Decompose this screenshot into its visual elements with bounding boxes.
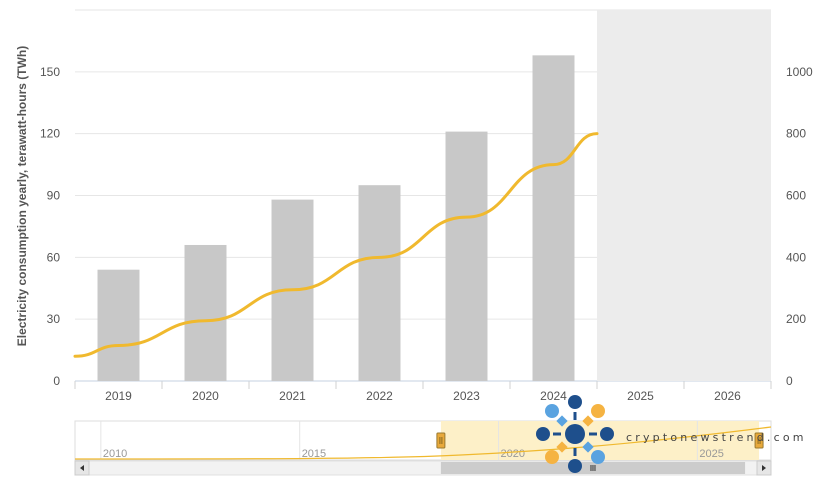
right-arrow-icon	[762, 465, 766, 471]
navigator-handle-left[interactable]	[436, 432, 446, 449]
right-y-axis: 0 200 400 600 800 1000	[786, 65, 813, 388]
right-tick-label: 1000	[786, 65, 813, 79]
x-tick-label: 2025	[627, 389, 654, 403]
watermark-bar	[589, 432, 597, 436]
right-tick-label: 600	[786, 189, 806, 203]
bar	[532, 55, 575, 381]
watermark-dot	[545, 404, 559, 418]
watermark-diamond	[582, 415, 594, 427]
right-tick-label: 200	[786, 312, 806, 326]
left-tick-label: 120	[40, 127, 60, 141]
watermark-bar	[553, 432, 561, 436]
left-tick-label: 30	[47, 312, 61, 326]
bar	[184, 244, 227, 381]
x-axis: 2019 2020 2021 2022 2023 2024 2025 2026	[105, 389, 741, 403]
navigator-tick-label: 2015	[302, 448, 326, 460]
watermark-dot	[568, 395, 582, 409]
bar	[445, 131, 488, 381]
navigator-line	[74, 426, 772, 460]
bar-series	[97, 55, 575, 381]
left-tick-label: 90	[47, 189, 61, 203]
watermark-dot	[591, 450, 605, 464]
watermark-diamond	[556, 441, 568, 453]
watermark-dot	[568, 459, 582, 473]
navigator-handle-right[interactable]	[754, 432, 764, 449]
bar	[358, 185, 401, 381]
navigator-tick-label: 2020	[501, 448, 525, 460]
y-axis-title: Electricity consumption yearly, terawatt…	[15, 46, 29, 347]
left-tick-label: 150	[40, 65, 60, 79]
scrollbar[interactable]	[74, 460, 772, 476]
left-y-axis: 0 30 60 90 120 150	[40, 65, 60, 388]
x-tick-label: 2023	[453, 389, 480, 403]
watermark-bar	[573, 448, 577, 456]
watermark-dot	[591, 404, 605, 418]
watermark-diamond	[556, 415, 568, 427]
forecast-shade	[597, 10, 771, 381]
watermark-center-dot	[565, 424, 585, 444]
left-tick-label: 60	[47, 250, 61, 264]
watermark-logo: cryptonewstrend.com	[536, 395, 807, 473]
navigator-tick-label: 2025	[699, 448, 723, 460]
x-tick-label: 2026	[714, 389, 741, 403]
x-tick-label: 2021	[279, 389, 306, 403]
line-series	[73, 132, 599, 358]
watermark-text: cryptonewstrend.com	[626, 431, 807, 444]
x-tick-label: 2019	[105, 389, 132, 403]
navigator-tick-label: 2010	[103, 448, 127, 460]
x-tick-label: 2020	[192, 389, 219, 403]
left-arrow-icon	[80, 465, 84, 471]
right-tick-label: 800	[786, 127, 806, 141]
bar	[97, 269, 140, 381]
right-tick-label: 400	[786, 250, 806, 264]
right-tick-label: 0	[786, 374, 793, 388]
watermark-dot	[536, 427, 550, 441]
x-tick-label: 2024	[540, 389, 567, 403]
watermark-bar	[573, 412, 577, 420]
watermark-dot	[545, 450, 559, 464]
consumption-line	[73, 132, 599, 358]
left-tick-label: 0	[53, 374, 60, 388]
watermark-dot	[600, 427, 614, 441]
watermark-diamond	[582, 441, 594, 453]
x-tick-label: 2022	[366, 389, 393, 403]
